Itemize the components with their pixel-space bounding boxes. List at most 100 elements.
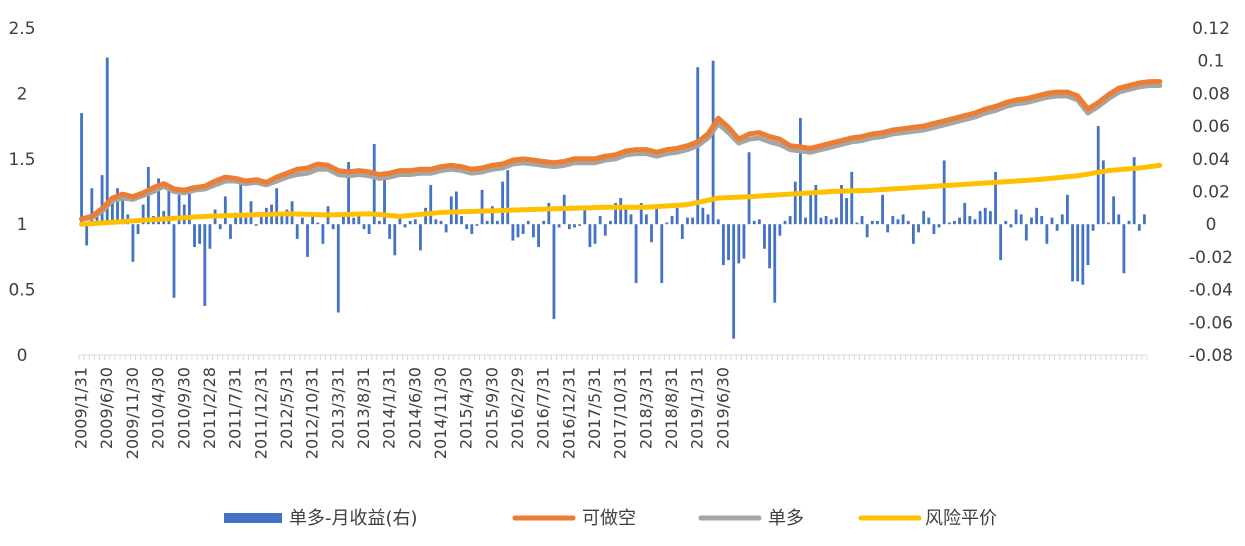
bar [454, 191, 458, 225]
bar [814, 184, 818, 225]
right-tick-label: 0.04 [1192, 150, 1230, 170]
bar [947, 222, 951, 225]
bar-series-monthly-return [80, 57, 1146, 339]
bar [870, 220, 874, 225]
bar [973, 219, 977, 225]
bar [644, 214, 648, 225]
bar [922, 211, 926, 225]
bar [593, 224, 597, 244]
bar [1071, 224, 1074, 282]
bar [917, 224, 920, 233]
bar [1019, 214, 1023, 225]
bar [1081, 224, 1085, 285]
bar [1040, 216, 1044, 225]
bar [1132, 157, 1136, 225]
bar [1137, 224, 1141, 231]
bar [208, 224, 212, 249]
bar [480, 189, 484, 225]
bar [223, 196, 227, 225]
bar [983, 207, 987, 225]
x-tick-label: 2018/8/31 [662, 367, 681, 449]
bar [372, 144, 376, 225]
bar [809, 191, 813, 225]
bar [881, 194, 884, 225]
bar [336, 224, 340, 313]
bar [444, 224, 448, 233]
legend-label: 单多-月收益(右) [289, 508, 418, 529]
bar [855, 222, 859, 225]
x-tick-label: 2010/4/30 [149, 367, 168, 449]
x-tick-label: 2012/5/31 [277, 367, 296, 449]
bar [537, 224, 540, 248]
bar [1035, 207, 1039, 225]
legend-label: 单多 [768, 508, 804, 529]
bar [614, 202, 617, 225]
x-tick-label: 2019/6/30 [713, 367, 732, 449]
bar [157, 178, 160, 225]
bar [131, 224, 135, 262]
bar [691, 217, 694, 225]
bar [804, 217, 807, 225]
bar [90, 188, 94, 225]
right-tick-label: 0.1 [1197, 52, 1224, 72]
bar [347, 162, 350, 225]
x-tick-label: 2014/6/30 [405, 367, 424, 449]
left-tick-label: 2.5 [8, 19, 35, 39]
right-tick-label: -0.06 [1189, 313, 1233, 333]
bar [121, 193, 125, 225]
bar [824, 216, 828, 225]
line-short-enabled [79, 79, 1163, 222]
bar [747, 152, 751, 225]
x-tick-label: 2016/2/29 [508, 367, 527, 449]
bar [321, 224, 325, 244]
bar [773, 224, 777, 303]
bar [865, 224, 869, 238]
bar [629, 214, 633, 225]
bar [110, 199, 114, 225]
bar [465, 224, 469, 230]
bar [506, 170, 510, 225]
bar [603, 224, 607, 236]
bar [187, 186, 191, 225]
bar [891, 216, 895, 225]
bar [721, 224, 725, 266]
bar [763, 224, 766, 249]
legend-label: 风险平价 [925, 508, 997, 529]
bar [516, 224, 520, 238]
x-tick-label: 2015/4/30 [457, 367, 476, 449]
bar [788, 216, 792, 225]
bar [234, 212, 238, 225]
bar [80, 113, 83, 225]
bar [665, 222, 669, 225]
bar [829, 219, 833, 225]
bar [485, 220, 489, 225]
bar [1122, 224, 1126, 274]
bar [752, 220, 756, 225]
bar [460, 216, 463, 225]
x-tick-label: 2016/12/31 [559, 367, 578, 459]
bar [526, 220, 530, 225]
bar [567, 224, 571, 230]
bar [619, 198, 623, 225]
bar [757, 219, 761, 225]
bar [532, 224, 535, 238]
right-axis-ticks: -0.08 -0.06 -0.04 -0.02 0 0.02 0.04 0.06 0.08 0.1… [1189, 19, 1233, 366]
bar [819, 217, 823, 225]
x-tick-label: 2012/10/31 [303, 367, 322, 459]
right-tick-label: -0.08 [1189, 346, 1233, 366]
bar [1076, 224, 1080, 282]
bar [1009, 224, 1013, 228]
left-tick-label: 1 [17, 215, 28, 235]
bar [357, 214, 361, 225]
right-tick-label: -0.02 [1189, 248, 1233, 268]
x-tick-label: 2010/9/30 [174, 367, 193, 449]
bar [388, 224, 392, 239]
x-tick-label: 2014/11/30 [431, 367, 450, 459]
bar [331, 224, 335, 230]
bar [116, 188, 119, 225]
legend: 单多-月收益(右) 可做空 单多 风险平价 [224, 508, 997, 529]
bar [978, 211, 982, 225]
right-tick-label: 0.12 [1192, 19, 1230, 39]
bar [845, 198, 849, 225]
legend-swatch-bar [224, 513, 282, 523]
